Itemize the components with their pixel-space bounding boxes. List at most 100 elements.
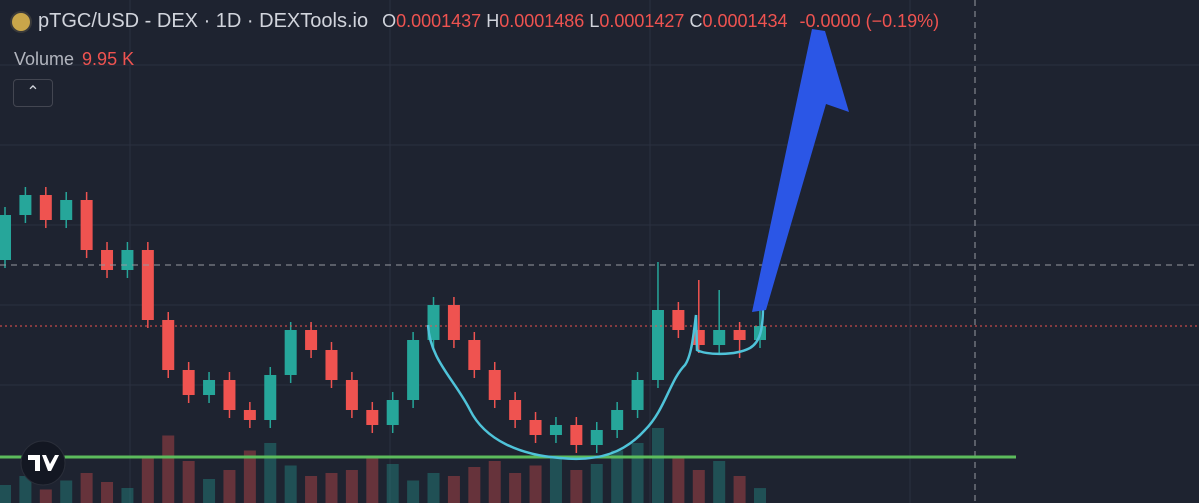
volume-bar (264, 443, 277, 503)
candle-body (570, 425, 583, 445)
volume-bar (182, 461, 195, 503)
candle-body (468, 340, 481, 370)
token-logo (10, 10, 32, 33)
volume-bar (366, 458, 379, 503)
volume-bar (733, 476, 746, 503)
legend-header: pTGC/USD - DEX · 1D · DEXTools.io O0.000… (10, 10, 939, 33)
arrow (752, 29, 849, 312)
candle-body (305, 330, 318, 350)
candle-body (60, 200, 73, 220)
volume-bar (345, 470, 358, 503)
volume-bar (162, 435, 175, 503)
candle-body (427, 305, 440, 340)
volume-bar (386, 464, 399, 503)
candle-body (549, 425, 562, 435)
volume-bar (611, 450, 624, 503)
volume-bar (672, 458, 685, 503)
candle-body (203, 380, 216, 395)
candle-body (488, 370, 501, 400)
volume-bar (325, 473, 338, 503)
volume-bar (651, 428, 664, 503)
candle-body (121, 250, 134, 270)
candle-body (366, 410, 379, 425)
tv-logo-mark (28, 455, 59, 471)
volume-legend: Volume 9.95 K (14, 49, 134, 70)
candle-body (243, 410, 256, 420)
volume-bar (305, 476, 318, 503)
volume-bar (223, 470, 236, 503)
candle-body (19, 195, 32, 215)
volume-label: Volume (14, 49, 75, 69)
cup-handle-drawing (426, 304, 765, 461)
candle-body (325, 350, 338, 380)
candle-body (80, 200, 93, 250)
volume-value: 9.95 K (82, 49, 135, 69)
candle-body (651, 310, 664, 380)
candle-body (182, 370, 195, 395)
volume-bar (101, 482, 114, 503)
ohlc-value: 0.0001437 (396, 11, 482, 31)
volume-bar (0, 485, 11, 503)
candle-layer (0, 187, 766, 453)
change: -0.0000 (−0.19%) (799, 11, 940, 31)
ohlc-label: C (689, 11, 703, 31)
ohlc: O0.0001437 H0.0001486 L0.0001427 C0.0001… (382, 11, 787, 32)
candle-body (631, 380, 644, 410)
volume-bar (39, 489, 52, 503)
volume-bar (549, 458, 562, 503)
collapse-button[interactable]: ⌃ (13, 79, 53, 107)
volume-bar (590, 464, 603, 503)
candle-body (101, 250, 114, 270)
ohlc-label: O (382, 11, 397, 31)
candle-body (39, 195, 52, 220)
candle-body (733, 330, 746, 340)
volume-bar (447, 476, 460, 503)
volume-bar (427, 473, 440, 503)
candle-body (0, 215, 11, 260)
ohlc-label: H (486, 11, 500, 31)
ohlc-value: 0.0001434 (702, 11, 788, 31)
volume-bar (243, 450, 256, 503)
volume-layer (0, 428, 766, 503)
volume-bar (80, 473, 93, 503)
volume-bar (60, 480, 73, 503)
volume-bar (284, 465, 297, 503)
candle-body (529, 420, 542, 435)
volume-bar (488, 461, 501, 503)
volume-bar (141, 458, 154, 503)
volume-bar (509, 473, 522, 503)
candle-body (590, 430, 603, 445)
volume-bar (754, 488, 766, 503)
candle-body (407, 340, 420, 400)
ohlc-value: 0.0001427 (599, 11, 685, 31)
candle-body (386, 400, 399, 425)
candle-body (672, 310, 685, 330)
volume-bar (529, 465, 542, 503)
candle-body (345, 380, 358, 410)
candle-body (223, 380, 236, 410)
volume-bar (631, 443, 644, 503)
ohlc-value: 0.0001486 (499, 11, 585, 31)
volume-bar (121, 488, 134, 503)
ohlc-label: L (589, 11, 600, 31)
volume-bar (570, 470, 583, 503)
volume-bar (203, 479, 216, 503)
candle-body (264, 375, 277, 420)
candle-body (509, 400, 522, 420)
volume-bar (713, 461, 726, 503)
symbol: pTGC/USD - DEX · 1D · DEXTools.io (38, 10, 369, 32)
candle-body (611, 410, 624, 430)
volume-bar (19, 476, 32, 503)
candle-body (162, 320, 175, 370)
candle-body (447, 305, 460, 340)
candle-body (141, 250, 154, 320)
candle-body (284, 330, 297, 375)
candle-body (713, 330, 726, 345)
tv-logo[interactable] (20, 440, 66, 486)
volume-bar (468, 467, 481, 503)
volume-bar (692, 470, 705, 503)
volume-bar (407, 480, 420, 503)
